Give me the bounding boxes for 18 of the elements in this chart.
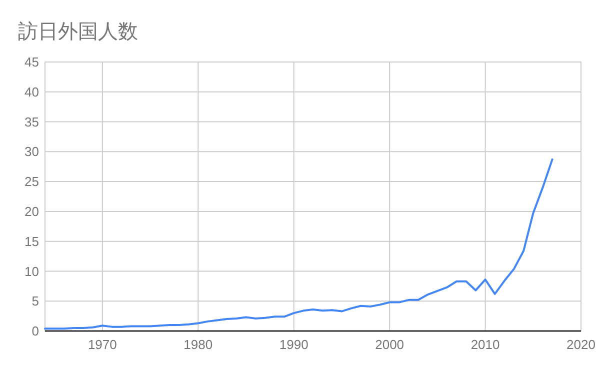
- y-tick-label: 5: [32, 294, 39, 309]
- y-tick-label: 25: [24, 174, 39, 190]
- y-tick-label: 35: [24, 114, 39, 130]
- x-tick-label: 1970: [88, 337, 117, 352]
- y-tick-label: 30: [24, 144, 39, 160]
- y-tick-label: 0: [32, 324, 39, 339]
- x-tick-label: 1980: [184, 337, 213, 352]
- y-tick-label: 40: [24, 84, 39, 100]
- chart-title: 訪日外国人数: [18, 21, 138, 43]
- y-tick-label: 10: [24, 264, 39, 279]
- x-tick-label: 2010: [470, 337, 500, 352]
- y-tick-label: 20: [24, 204, 39, 219]
- x-tick-label: 1990: [279, 337, 308, 352]
- y-tick-label: 45: [24, 54, 39, 70]
- x-tick-label: 2000: [375, 337, 404, 352]
- line-series: [44, 158, 554, 330]
- y-tick-label: 15: [24, 234, 39, 249]
- x-tick-label: 2020: [566, 337, 596, 352]
